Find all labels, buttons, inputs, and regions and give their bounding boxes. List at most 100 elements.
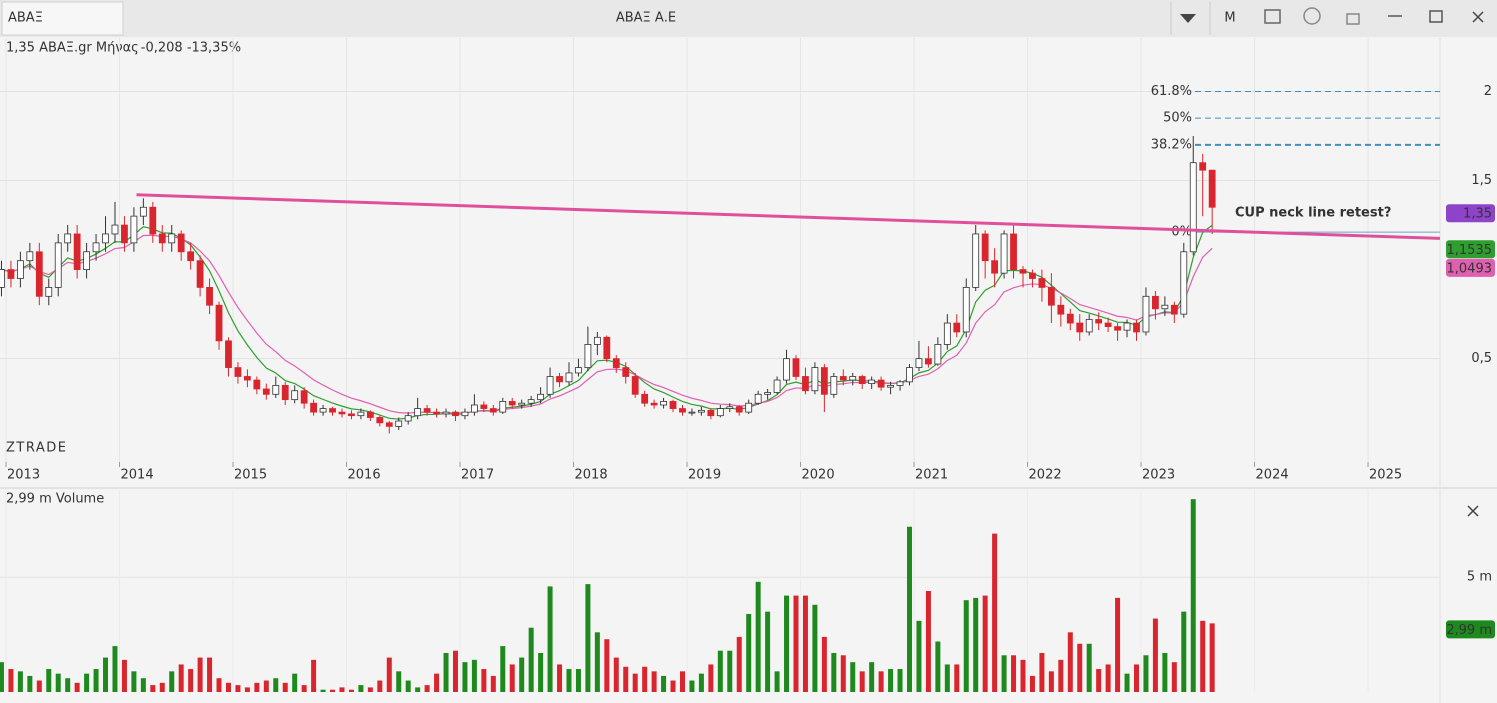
x-tick-label: 2013 bbox=[7, 468, 40, 483]
candle-body bbox=[1199, 162, 1207, 171]
volume-bar bbox=[462, 662, 468, 692]
volume-bar bbox=[93, 669, 99, 692]
candle-body bbox=[735, 406, 743, 413]
candle-body bbox=[896, 381, 904, 386]
volume-bar bbox=[386, 657, 392, 692]
volume-bar bbox=[821, 636, 827, 692]
candle-body bbox=[404, 415, 412, 422]
volume-bar bbox=[869, 662, 875, 692]
volume-bar bbox=[746, 613, 752, 692]
volume-bar bbox=[65, 678, 71, 692]
candle-body bbox=[962, 287, 970, 333]
candle-body bbox=[1066, 313, 1074, 324]
volume-bar bbox=[244, 687, 250, 692]
legend-change: -0,208 -13,35% bbox=[141, 41, 241, 56]
restore-button[interactable] bbox=[1429, 10, 1443, 23]
candle-body bbox=[1170, 304, 1178, 315]
x-tick-label: 2015 bbox=[234, 468, 267, 483]
candle-body bbox=[981, 233, 989, 262]
x-tick-label: 2017 bbox=[461, 468, 494, 483]
candle-body bbox=[868, 379, 876, 385]
volume-bar bbox=[679, 671, 685, 692]
candle-body bbox=[811, 367, 819, 392]
volume-bar bbox=[273, 678, 279, 692]
lock-icon[interactable] bbox=[1346, 13, 1360, 25]
volume-bar bbox=[159, 682, 165, 692]
candle-body bbox=[1123, 322, 1131, 331]
candle-body bbox=[366, 411, 374, 418]
volume-bar bbox=[509, 664, 515, 692]
candle-body bbox=[111, 224, 119, 235]
candle-body bbox=[1104, 322, 1112, 328]
volume-bar bbox=[434, 673, 440, 692]
volume-bar bbox=[661, 675, 667, 692]
volume-bar bbox=[1096, 669, 1102, 692]
panel-icon[interactable] bbox=[1264, 9, 1281, 24]
candle-body bbox=[1142, 295, 1150, 333]
candle-body bbox=[1114, 326, 1121, 331]
volume-bar bbox=[594, 632, 600, 692]
close-pane[interactable] bbox=[1467, 505, 1479, 517]
volume-bar bbox=[831, 652, 837, 692]
window-title: ΑΒΑΞ Α.Ε bbox=[616, 11, 676, 26]
candle-body bbox=[650, 402, 658, 406]
volume-bar bbox=[169, 671, 175, 692]
watermark: ZTRADE bbox=[6, 441, 67, 456]
candle-body bbox=[925, 358, 932, 365]
volume-bar bbox=[736, 636, 742, 692]
volume-bar bbox=[320, 689, 326, 692]
volume-bar bbox=[925, 591, 931, 692]
candle-body bbox=[489, 408, 497, 413]
dropdown[interactable] bbox=[1180, 14, 1196, 23]
candle-body bbox=[385, 422, 393, 427]
volume-bar bbox=[850, 662, 856, 692]
candle-body bbox=[423, 408, 431, 413]
candle-body bbox=[158, 233, 166, 244]
candle-body bbox=[215, 304, 223, 342]
volume-bar bbox=[623, 666, 629, 692]
volume-bar bbox=[755, 581, 761, 692]
candle-body bbox=[16, 260, 24, 279]
volume-bar bbox=[708, 664, 714, 692]
close-button[interactable] bbox=[1472, 11, 1484, 23]
candle-body bbox=[300, 390, 308, 404]
candle-body bbox=[1095, 319, 1103, 324]
comment-icon[interactable] bbox=[1303, 7, 1321, 25]
candle-body bbox=[442, 411, 450, 415]
volume-bar bbox=[566, 669, 572, 692]
candle-body bbox=[168, 233, 176, 244]
volume-bar bbox=[377, 680, 383, 692]
volume-bar bbox=[178, 664, 184, 692]
value-box-label: 1,0493 bbox=[1447, 261, 1493, 276]
candle-body bbox=[1029, 272, 1036, 279]
candle-body bbox=[83, 251, 91, 270]
volume-bar bbox=[1105, 664, 1111, 692]
volume-bar bbox=[727, 650, 733, 692]
volume-bar bbox=[405, 680, 411, 692]
candle-body bbox=[272, 384, 280, 395]
volume-bar bbox=[112, 646, 118, 692]
candle-body bbox=[319, 408, 327, 413]
volume-bar bbox=[698, 673, 704, 692]
candle-body bbox=[1076, 322, 1084, 333]
volume-title: 2,99 m Volume bbox=[6, 492, 104, 507]
volume-bar bbox=[207, 657, 213, 692]
fib-label: 61.8% bbox=[1151, 84, 1192, 99]
volume-bar bbox=[528, 627, 534, 692]
symbol-box[interactable] bbox=[1, 1, 124, 36]
candle-body bbox=[612, 358, 620, 368]
volume-bar bbox=[1020, 659, 1026, 692]
candle-body bbox=[726, 406, 734, 409]
candle-body bbox=[1085, 319, 1093, 333]
volume-bar bbox=[717, 650, 723, 692]
period-button[interactable]: M bbox=[1224, 11, 1235, 26]
candle-body bbox=[471, 404, 478, 413]
candle-body bbox=[915, 358, 923, 368]
volume-bar bbox=[292, 673, 298, 692]
candle-body bbox=[972, 233, 980, 288]
candle-body bbox=[7, 269, 15, 279]
candle-body bbox=[291, 390, 299, 401]
candle-body bbox=[593, 336, 601, 345]
volume-bar bbox=[604, 639, 610, 692]
value-box-label: 1,1535 bbox=[1447, 243, 1493, 258]
